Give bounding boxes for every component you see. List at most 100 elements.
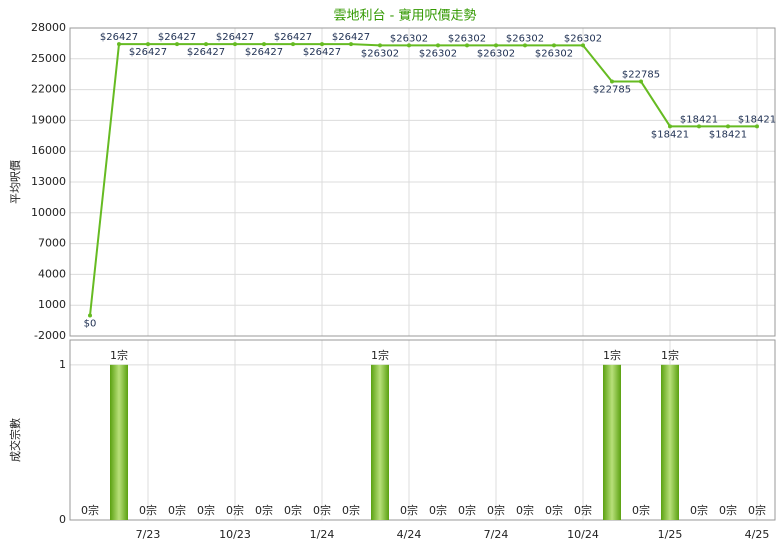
data-label: 1宗 (661, 348, 679, 362)
point (552, 43, 556, 48)
line (89, 43, 757, 316)
point (523, 43, 527, 48)
data-label: $18421 (738, 114, 776, 125)
x-tick-label: 1/24 (310, 528, 335, 541)
data-label: $26302 (506, 33, 544, 44)
data-label: 0宗 (458, 503, 476, 517)
point (726, 124, 730, 129)
data-label: 0宗 (516, 503, 534, 517)
x-tick-label: 4/25 (745, 528, 770, 541)
data-label: $26427 (129, 47, 167, 58)
data-label: $18421 (680, 114, 718, 125)
point (320, 42, 324, 47)
data-label: $26302 (361, 48, 399, 59)
bar (603, 364, 621, 520)
x-tick-label: 1/25 (658, 528, 683, 541)
point (755, 124, 759, 129)
y-tick-label: 10000 (31, 206, 66, 219)
data-label: $26302 (448, 33, 486, 44)
bar (661, 364, 679, 520)
data-label: 0宗 (284, 503, 302, 517)
y-tick-label: 7000 (38, 237, 66, 250)
y-tick-label: 0 (59, 513, 66, 526)
point (610, 79, 614, 84)
y-tick-label: 16000 (31, 144, 66, 157)
point (639, 79, 643, 84)
data-label: $26302 (477, 48, 515, 59)
chart-title: 雲地利台 - 實用呎價走勢 (334, 8, 477, 24)
point (204, 42, 208, 47)
data-label: 1宗 (603, 348, 621, 362)
data-label: $0 (84, 318, 97, 329)
y-tick-label: 25000 (31, 52, 66, 65)
data-label: $26302 (535, 48, 573, 59)
data-label: 0宗 (197, 503, 215, 517)
data-label: $26427 (187, 47, 225, 58)
point (117, 42, 121, 47)
point (407, 43, 411, 48)
data-label: 1宗 (371, 348, 389, 362)
y-tick-label: 28000 (31, 21, 66, 34)
data-label: $26302 (419, 48, 457, 59)
plot-frame (69, 27, 776, 337)
data-label: 0宗 (313, 503, 331, 517)
data-label: $18421 (709, 129, 747, 140)
data-label: 0宗 (748, 503, 766, 517)
data-label: $26427 (158, 32, 196, 43)
data-label: 0宗 (168, 503, 186, 517)
y-tick-label: 4000 (38, 267, 66, 280)
point (581, 43, 585, 48)
x-tick-label: 10/24 (567, 528, 599, 541)
data-label: 0宗 (226, 503, 244, 517)
y-tick-label: 1 (59, 358, 66, 371)
plot-frame (69, 339, 776, 521)
y-axis-label: 平均呎價 (8, 160, 22, 204)
data-label: 0宗 (429, 503, 447, 517)
data-label: $26427 (216, 32, 254, 43)
point (175, 42, 179, 47)
point (262, 42, 266, 47)
bar (371, 364, 389, 520)
data-label: $26427 (245, 47, 283, 58)
data-label: $26427 (303, 47, 341, 58)
y-tick-label: 19000 (31, 113, 66, 126)
data-label: 0宗 (255, 503, 273, 517)
data-label: 1宗 (110, 348, 128, 362)
x-tick-label: 7/24 (484, 528, 509, 541)
data-label: 0宗 (487, 503, 505, 517)
y-tick-label: 1000 (38, 298, 66, 311)
data-label: 0宗 (81, 503, 99, 517)
point (378, 43, 382, 48)
data-label: $22785 (593, 85, 631, 96)
data-label: $26427 (274, 32, 312, 43)
y-tick-label: 13000 (31, 175, 66, 188)
y-tick-label: -2000 (34, 329, 66, 342)
y-tick-label: 22000 (31, 83, 66, 96)
data-label: $26427 (332, 32, 370, 43)
point (349, 42, 353, 47)
x-tick-label: 10/23 (219, 528, 251, 541)
y-axis-label: 成交宗數 (8, 418, 22, 462)
data-label: $26302 (390, 33, 428, 44)
data-label: 0宗 (719, 503, 737, 517)
data-label: 0宗 (400, 503, 418, 517)
data-label: 0宗 (545, 503, 563, 517)
data-label: $26427 (100, 32, 138, 43)
data-label: 0宗 (574, 503, 592, 517)
data-label: 0宗 (632, 503, 650, 517)
data-label: $22785 (622, 70, 660, 81)
x-tick-label: 4/24 (397, 528, 422, 541)
point (465, 43, 469, 48)
point (146, 42, 150, 47)
point (668, 124, 672, 129)
data-label: 0宗 (139, 503, 157, 517)
plot: -2000 1000 4000 7000 10000 13000 16000 19000 220… (31, 21, 776, 541)
x-tick-label: 7/23 (136, 528, 161, 541)
point (697, 124, 701, 129)
point (88, 313, 92, 318)
data-label: $18421 (651, 129, 689, 140)
data-label: 0宗 (690, 503, 708, 517)
point (291, 42, 295, 47)
point (233, 42, 237, 47)
